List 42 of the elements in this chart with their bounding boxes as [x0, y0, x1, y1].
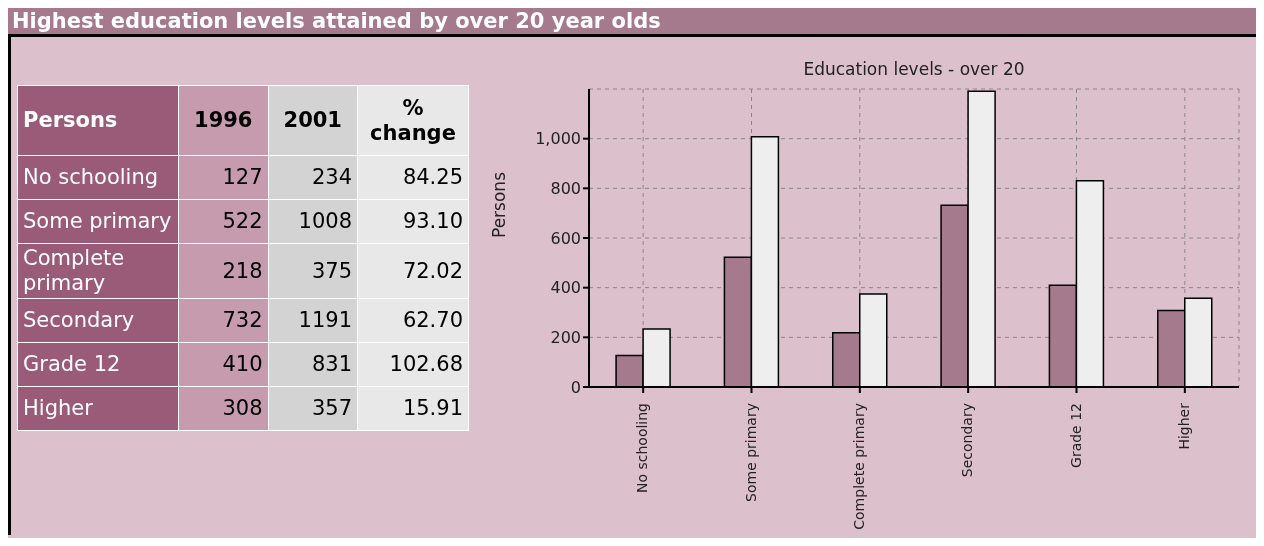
series-label: 2001: [268, 85, 358, 156]
data-label: 218: [178, 243, 268, 299]
data-label: 62.70: [357, 298, 469, 343]
data-label: 1191: [268, 298, 358, 343]
x-tick-label: Higher: [1175, 402, 1192, 450]
category-label: No schooling: [17, 155, 179, 200]
category-label: Secondary: [17, 298, 179, 343]
data-label: 357: [268, 386, 358, 431]
series-label: 1996: [178, 85, 268, 156]
y-tick-label: 1,000: [535, 129, 581, 149]
x-tick-label: Some primary: [742, 403, 759, 502]
data-label: 308: [178, 386, 268, 431]
data-label: 522: [178, 199, 268, 244]
y-tick-label: 800: [550, 179, 581, 199]
data-label: 93.10: [357, 199, 469, 244]
text: Highest education levels attained by over 20 year olds: [8, 8, 1256, 34]
data-label: 831: [268, 342, 358, 387]
category-label: Complete primary: [17, 243, 179, 299]
y-axis-title: Persons: [489, 171, 510, 238]
data-label: 84.25: [357, 155, 469, 200]
y-tick-label: 400: [550, 278, 581, 298]
data-label: 127: [178, 155, 268, 200]
data-label: 72.02: [357, 243, 469, 299]
data-label: 410: [178, 342, 268, 387]
y-tick-label: 0: [570, 377, 581, 397]
text: Persons: [17, 85, 179, 156]
x-tick-label: Complete primary: [850, 403, 867, 530]
data-label: 1008: [268, 199, 358, 244]
data-label: 15.91: [357, 386, 469, 431]
data-label: 732: [178, 298, 268, 343]
x-tick-label: No schooling: [634, 403, 651, 494]
data-label: 375: [268, 243, 358, 299]
y-tick-label: 600: [550, 228, 581, 248]
series-label: % change: [357, 85, 469, 156]
category-label: Some primary: [17, 199, 179, 244]
x-tick-label: Secondary: [959, 403, 976, 478]
x-tick-label: Grade 12: [1067, 403, 1084, 468]
data-label: 234: [268, 155, 358, 200]
data-label: 102.68: [357, 342, 469, 387]
chart-title: Education levels - over 20: [802, 59, 1026, 79]
y-tick-label: 200: [550, 328, 581, 348]
category-label: Grade 12: [17, 342, 179, 387]
